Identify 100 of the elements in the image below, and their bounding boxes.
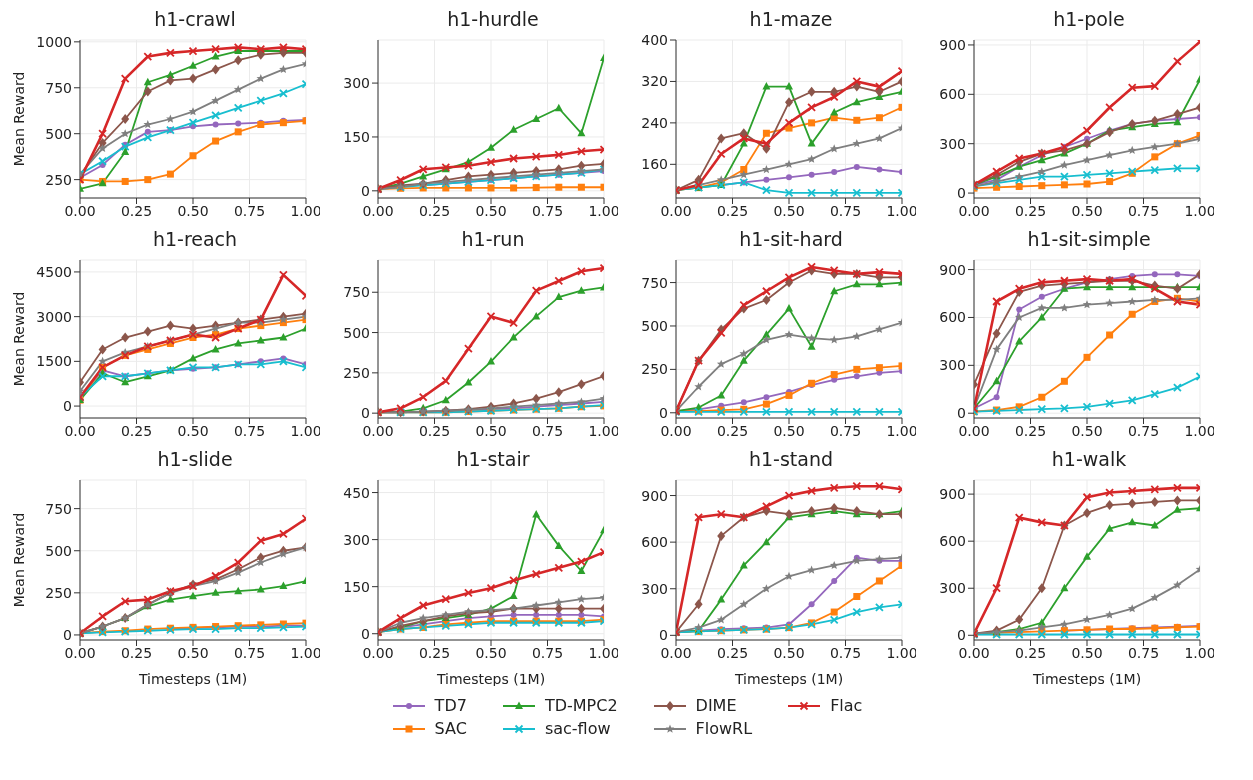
chart-title: h1-maze (749, 8, 833, 30)
x-tick-label: 0.25 (418, 202, 451, 219)
y-tick-label: 300 (343, 531, 370, 548)
x-tick-label: 0.75 (829, 422, 862, 439)
legend-label: sac-flow (544, 719, 611, 738)
legend-label: SAC (434, 719, 467, 738)
x-tick-label: 1.00 (1184, 644, 1216, 661)
x-tick-label: 0.75 (531, 202, 564, 219)
x-tick-label: 1.00 (1184, 202, 1216, 219)
y-tick-label: 300 (939, 357, 966, 374)
y-tick-label: 1000 (36, 33, 72, 50)
y-tick-label: 0 (63, 398, 72, 415)
y-tick-label: 0 (957, 185, 966, 202)
x-tick-label: 0.00 (64, 644, 96, 661)
y-tick-label: 300 (641, 580, 668, 597)
x-tick-label: 0.50 (1071, 644, 1103, 661)
y-tick-label: 300 (939, 580, 966, 597)
y-tick-label: 250 (45, 171, 72, 188)
x-tick-label: 0.75 (233, 644, 266, 661)
x-tick-label: 0.50 (1071, 202, 1103, 219)
y-tick-label: 750 (641, 274, 668, 291)
x-tick-label: 1.00 (588, 422, 620, 439)
x-tick-label: 0.25 (120, 202, 153, 219)
y-tick-label: 500 (45, 542, 72, 559)
x-tick-label: 0.25 (1014, 644, 1047, 661)
x-tick-label: 0.50 (475, 422, 507, 439)
y-tick-label: 0 (63, 626, 72, 643)
y-tick-label: 0 (361, 625, 370, 642)
y-tick-label: 500 (343, 324, 370, 341)
y-tick-label: 0 (659, 627, 668, 644)
x-tick-label: 1.00 (290, 202, 322, 219)
x-tick-label: 1.00 (588, 644, 620, 661)
legend-label: TD-MPC2 (544, 696, 618, 715)
y-tick-label: 750 (45, 79, 72, 96)
legend-label: TD7 (434, 696, 467, 715)
x-tick-label: 0.75 (1127, 422, 1160, 439)
y-tick-label: 900 (641, 487, 668, 504)
x-tick-label: 0.00 (958, 644, 990, 661)
x-tick-label: 1.00 (886, 202, 918, 219)
y-tick-label: 1500 (36, 353, 72, 370)
chart-title: h1-stair (455, 448, 531, 472)
y-tick-label: 250 (343, 364, 370, 381)
x-tick-label: 1.00 (886, 422, 918, 439)
x-tick-label: 0.50 (773, 422, 805, 439)
x-tick-label: 0.25 (120, 644, 153, 661)
x-tick-label: 0.75 (233, 422, 266, 439)
y-tick-label: 4500 (36, 263, 72, 280)
x-tick-label: 1.00 (886, 644, 918, 661)
x-tick-label: 0.75 (531, 422, 564, 439)
y-tick-label: 600 (939, 309, 966, 326)
x-axis-title: Timesteps (1M) (733, 671, 844, 687)
y-tick-label: 900 (939, 261, 966, 278)
x-tick-label: 0.00 (362, 644, 394, 661)
x-tick-label: 0.25 (716, 644, 749, 661)
chart-title: h1-slide (156, 448, 234, 472)
chart-title: h1-run (460, 228, 526, 252)
y-tick-label: 3000 (36, 308, 72, 325)
legend-label: DIME (695, 696, 737, 715)
y-axis-title: Mean Reward (11, 291, 27, 387)
y-tick-label: 300 (939, 135, 966, 152)
y-tick-label: 500 (45, 125, 72, 142)
x-tick-label: 0.00 (362, 422, 394, 439)
x-tick-label: 0.25 (1014, 202, 1047, 219)
x-axis-title: Timesteps (1M) (1031, 671, 1142, 687)
x-tick-label: 0.00 (64, 202, 96, 219)
y-tick-label: 400 (641, 31, 668, 48)
chart-title: h1-sit-simple (1026, 228, 1152, 252)
x-tick-label: 0.25 (418, 422, 451, 439)
chart-title: h1-walk (1050, 448, 1128, 472)
x-tick-label: 0.50 (1071, 422, 1103, 439)
x-tick-label: 0.75 (531, 644, 564, 661)
y-tick-label: 600 (939, 533, 966, 550)
x-tick-label: 0.25 (120, 422, 153, 439)
y-tick-label: 250 (45, 584, 72, 601)
x-tick-label: 0.75 (233, 202, 266, 219)
y-tick-label: 250 (641, 361, 668, 378)
x-tick-label: 0.75 (829, 202, 862, 219)
y-tick-label: 0 (659, 404, 668, 421)
y-tick-label: 750 (343, 284, 370, 301)
x-tick-label: 0.00 (64, 422, 96, 439)
x-axis-title: Timesteps (1M) (137, 671, 248, 687)
x-tick-label: 0.00 (958, 202, 990, 219)
x-tick-label: 0.50 (475, 202, 507, 219)
y-tick-label: 450 (343, 484, 370, 501)
legend-label: FlowRL (695, 719, 753, 738)
chart-title: h1-reach (151, 228, 239, 252)
y-tick-label: 600 (939, 86, 966, 103)
y-tick-label: 0 (361, 405, 370, 422)
x-tick-label: 0.75 (829, 644, 862, 661)
y-tick-label: 600 (641, 534, 668, 551)
y-tick-label: 240 (641, 114, 668, 131)
y-tick-label: 150 (343, 128, 370, 145)
x-tick-label: 0.50 (177, 422, 209, 439)
y-axis-title: Mean Reward (11, 512, 27, 608)
x-tick-label: 0.25 (418, 644, 451, 661)
y-tick-label: 300 (343, 75, 370, 92)
x-tick-label: 0.50 (475, 644, 507, 661)
x-tick-label: 0.00 (660, 422, 692, 439)
x-tick-label: 0.00 (660, 202, 692, 219)
x-tick-label: 0.00 (362, 202, 394, 219)
